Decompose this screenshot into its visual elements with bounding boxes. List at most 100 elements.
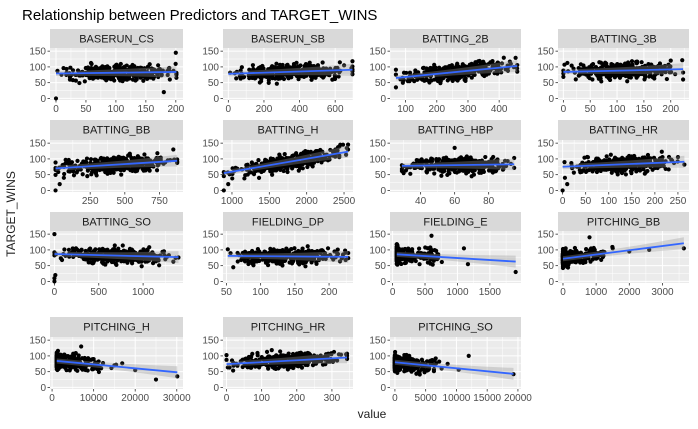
data-point <box>285 169 290 175</box>
y-tick-label: 100 <box>202 154 219 165</box>
data-point <box>327 72 332 78</box>
data-point <box>306 62 312 67</box>
data-point <box>85 174 90 179</box>
data-point <box>650 167 655 172</box>
data-point <box>118 61 123 67</box>
data-point <box>400 80 405 85</box>
data-point <box>465 261 471 267</box>
data-point <box>432 62 437 67</box>
x-tick-label: 200 <box>256 104 273 115</box>
data-point <box>298 73 303 78</box>
data-point <box>464 171 469 176</box>
data-point <box>599 257 604 262</box>
x-tick-label: 1000 <box>585 287 608 298</box>
data-point <box>73 78 78 83</box>
x-tick-label: 0 <box>49 393 55 404</box>
data-point <box>138 65 143 70</box>
data-point <box>421 65 426 70</box>
data-point <box>490 58 495 64</box>
x-tick-label: 0 <box>560 287 566 298</box>
data-point <box>565 250 570 255</box>
data-point <box>427 80 432 85</box>
data-point <box>58 256 63 261</box>
data-point <box>112 243 117 248</box>
data-point <box>120 76 125 81</box>
data-point <box>93 159 98 164</box>
outlier-point <box>469 174 474 179</box>
data-point <box>404 70 409 76</box>
x-tick-label: 60 <box>449 196 461 207</box>
data-point <box>642 155 647 160</box>
y-tick-label: 100 <box>537 245 554 256</box>
data-point <box>241 74 247 79</box>
data-point <box>583 169 589 174</box>
x-tick-label: 200 <box>321 287 338 298</box>
y-axis-label: TARGET_WINS <box>4 171 18 257</box>
data-point <box>104 78 109 83</box>
outlier-point <box>393 85 399 90</box>
data-point <box>320 60 325 65</box>
data-point <box>103 262 108 267</box>
outlier-point <box>61 175 66 180</box>
data-point <box>643 75 648 80</box>
data-point <box>589 63 594 68</box>
data-point <box>664 76 669 82</box>
data-point <box>499 61 505 66</box>
outlier-point <box>562 175 568 180</box>
data-point <box>250 63 256 68</box>
data-point <box>432 171 437 176</box>
data-point <box>128 168 133 173</box>
y-tick-label: 0 <box>380 186 386 197</box>
data-point <box>119 172 124 177</box>
data-point <box>413 258 418 264</box>
facet-strip-label: BATTING_BB <box>83 125 151 137</box>
outlier-point <box>338 142 343 147</box>
data-point <box>608 152 613 157</box>
data-point <box>585 154 590 160</box>
data-point <box>257 80 262 85</box>
data-point <box>467 62 472 67</box>
x-tick-label: 2000 <box>618 287 641 298</box>
chart-title: Relationship between Predictors and TARG… <box>22 7 377 24</box>
data-point <box>628 169 634 174</box>
data-point <box>143 168 148 173</box>
trend-line <box>55 71 177 75</box>
y-tick-label: 150 <box>369 230 386 241</box>
data-point <box>79 247 84 252</box>
data-point <box>97 247 102 253</box>
outlier-point <box>53 188 58 193</box>
x-tick-label: 150 <box>636 104 653 115</box>
x-tick-label: 50 <box>221 287 233 298</box>
data-point <box>296 77 301 82</box>
data-point <box>89 172 94 177</box>
data-point <box>62 171 67 177</box>
data-point <box>84 156 90 161</box>
data-point <box>408 171 413 176</box>
x-tick-label: 30000 <box>163 393 191 404</box>
facet-strip-label: PITCHING_BB <box>587 217 660 229</box>
data-point <box>561 261 566 266</box>
y-tick-label: 50 <box>35 261 47 272</box>
facet-strip-label: FIELDING_E <box>423 217 487 229</box>
facet-strip-label: BATTING_2B <box>422 34 488 46</box>
data-point <box>561 249 566 255</box>
data-point <box>126 67 131 72</box>
x-tick-label: 400 <box>291 104 308 115</box>
data-point <box>412 78 417 84</box>
x-tick-label: 150 <box>623 196 640 207</box>
outlier-point <box>161 90 166 95</box>
data-point <box>280 62 285 68</box>
data-point <box>434 248 439 253</box>
data-point <box>450 77 456 82</box>
data-point <box>268 169 273 174</box>
data-point <box>88 260 93 265</box>
data-point <box>109 259 115 265</box>
facet-strip-label: BATTING_HBP <box>418 125 494 137</box>
data-point <box>82 79 87 84</box>
